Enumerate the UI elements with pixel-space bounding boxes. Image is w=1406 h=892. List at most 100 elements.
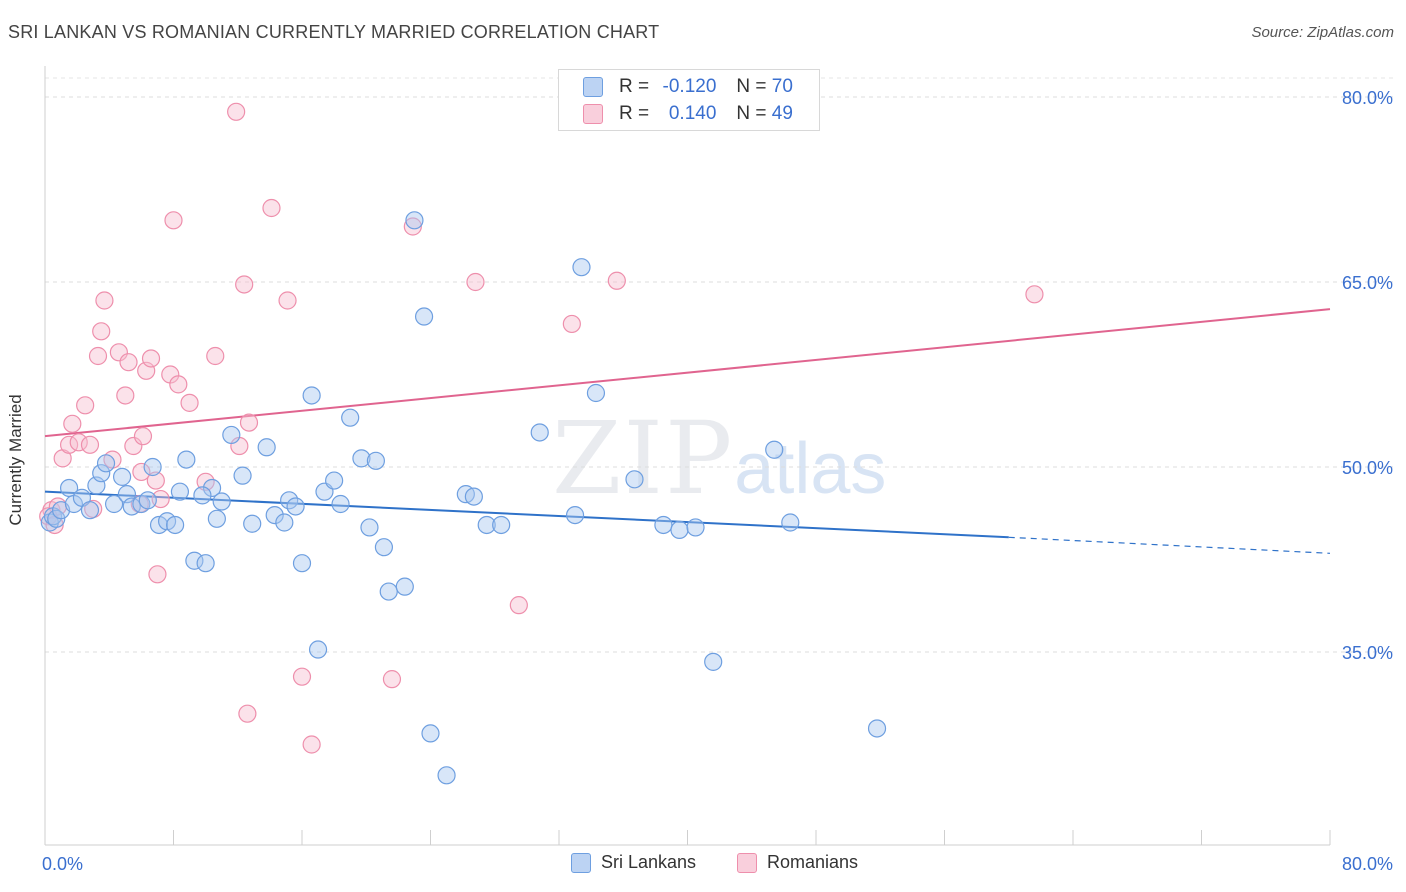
point-sri-lankans: [202, 478, 222, 498]
point-romanians: [109, 343, 128, 362]
point-romanians: [76, 396, 95, 415]
y-tick-label: 65.0%: [1342, 273, 1393, 293]
point-sri-lankans: [765, 440, 784, 459]
point-romanians: [69, 433, 88, 452]
point-sri-lankans: [212, 492, 231, 511]
point-sri-lankans: [374, 538, 394, 557]
point-sri-lankans: [222, 425, 241, 445]
point-romanians: [607, 271, 626, 290]
point-sri-lankans: [193, 486, 212, 505]
point-romanians: [302, 735, 321, 754]
point-romanians: [132, 462, 151, 482]
point-sri-lankans: [286, 497, 305, 516]
point-sri-lankans: [265, 505, 284, 525]
point-romanians: [80, 435, 100, 454]
point-sri-lankans: [341, 408, 360, 427]
legend-swatch-blue: [583, 77, 603, 97]
point-romanians: [562, 314, 581, 334]
point-sri-lankans: [233, 466, 252, 485]
point-romanians: [262, 198, 281, 218]
point-romanians: [238, 704, 257, 723]
point-romanians: [124, 436, 143, 456]
point-romanians: [92, 322, 111, 341]
legend-r-value: 0.140: [668, 103, 717, 124]
point-romanians: [278, 291, 297, 310]
point-sri-lankans: [366, 451, 385, 470]
legend-row-romanians: R = 0.140 N = 49: [583, 101, 793, 127]
point-sri-lankans: [686, 518, 705, 537]
point-romanians: [63, 414, 82, 433]
legend-n-label: N =: [736, 103, 767, 124]
point-sri-lankans: [96, 454, 116, 473]
x-tick-label-min: 0.0%: [42, 854, 83, 874]
point-sri-lankans: [302, 386, 321, 405]
legend-n-value: 70: [771, 76, 793, 97]
point-sri-lankans: [379, 582, 398, 601]
point-sri-lankans: [360, 518, 379, 537]
legend-item-sri-lankans[interactable]: Sri Lankans: [571, 852, 696, 873]
point-sri-lankans: [138, 491, 157, 510]
point-sri-lankans: [437, 766, 456, 785]
zipatlas-watermark: ZIPatlas: [552, 400, 886, 517]
point-sri-lankans: [477, 515, 496, 535]
point-sri-lankans: [572, 258, 591, 277]
point-sri-lankans: [143, 457, 162, 477]
legend-r-label: R =: [619, 103, 650, 124]
watermark-zip: ZIP: [552, 400, 735, 517]
point-sri-lankans: [292, 554, 312, 573]
point-sri-lankans: [352, 449, 371, 468]
legend-swatch-blue: [571, 852, 591, 873]
chart-source: Source: ZipAtlas.com: [1251, 24, 1394, 41]
point-romanians: [148, 565, 167, 584]
tick-labels: 35.0% 50.0% 65.0% 80.0% 0.0% 80.0%: [42, 88, 1393, 874]
point-romanians: [227, 102, 246, 121]
point-sri-lankans: [104, 494, 124, 514]
trend-line-romanians: [44, 308, 1331, 438]
point-sri-lankans: [414, 307, 434, 326]
point-sri-lankans: [625, 470, 644, 489]
point-sri-lankans: [586, 383, 606, 403]
point-sri-lankans: [207, 509, 226, 528]
point-sri-lankans: [405, 211, 424, 230]
legend-item-romanians[interactable]: Romanians: [737, 852, 858, 873]
point-sri-lankans: [196, 554, 215, 573]
point-sri-lankans: [275, 513, 294, 532]
point-sri-lankans: [166, 515, 185, 535]
legend-label-romanians: Romanians: [767, 852, 859, 872]
stats-legend: R = -0.120 N = 70 R = 0.140 N = 49: [558, 69, 820, 131]
legend-r-value: -0.120: [662, 76, 717, 97]
point-romanians: [239, 413, 259, 432]
grid-lines: [45, 77, 1395, 653]
trend-lines: [44, 308, 1331, 554]
point-romanians: [133, 427, 153, 446]
x-tick-label-max: 80.0%: [1342, 854, 1393, 874]
point-sri-lankans: [325, 471, 344, 490]
point-romanians: [466, 272, 485, 292]
point-sri-lankans: [170, 482, 190, 501]
point-romanians: [509, 596, 528, 615]
point-sri-lankans: [654, 515, 673, 535]
point-romanians: [146, 471, 165, 490]
point-romanians: [95, 291, 114, 310]
point-romanians: [403, 217, 422, 236]
point-sri-lankans: [530, 423, 549, 442]
point-sri-lankans: [331, 494, 350, 514]
point-sri-lankans: [177, 450, 196, 469]
legend-swatch-pink: [737, 852, 757, 873]
point-romanians: [141, 349, 161, 368]
y-tick-label: 35.0%: [1342, 643, 1393, 663]
trend-line-sri-lankans-extension: [1008, 536, 1331, 554]
y-axis-label: Currently Married: [6, 394, 25, 526]
point-romanians: [235, 275, 254, 294]
point-romanians: [88, 346, 108, 366]
point-sri-lankans: [185, 551, 204, 570]
point-romanians: [1025, 285, 1044, 304]
point-romanians: [206, 346, 225, 366]
point-romanians: [164, 211, 183, 230]
point-sri-lankans: [47, 509, 66, 528]
legend-n-value: 49: [771, 103, 793, 124]
scatter-points: [39, 102, 1044, 785]
point-sri-lankans: [257, 438, 276, 457]
point-sri-lankans: [464, 487, 483, 506]
